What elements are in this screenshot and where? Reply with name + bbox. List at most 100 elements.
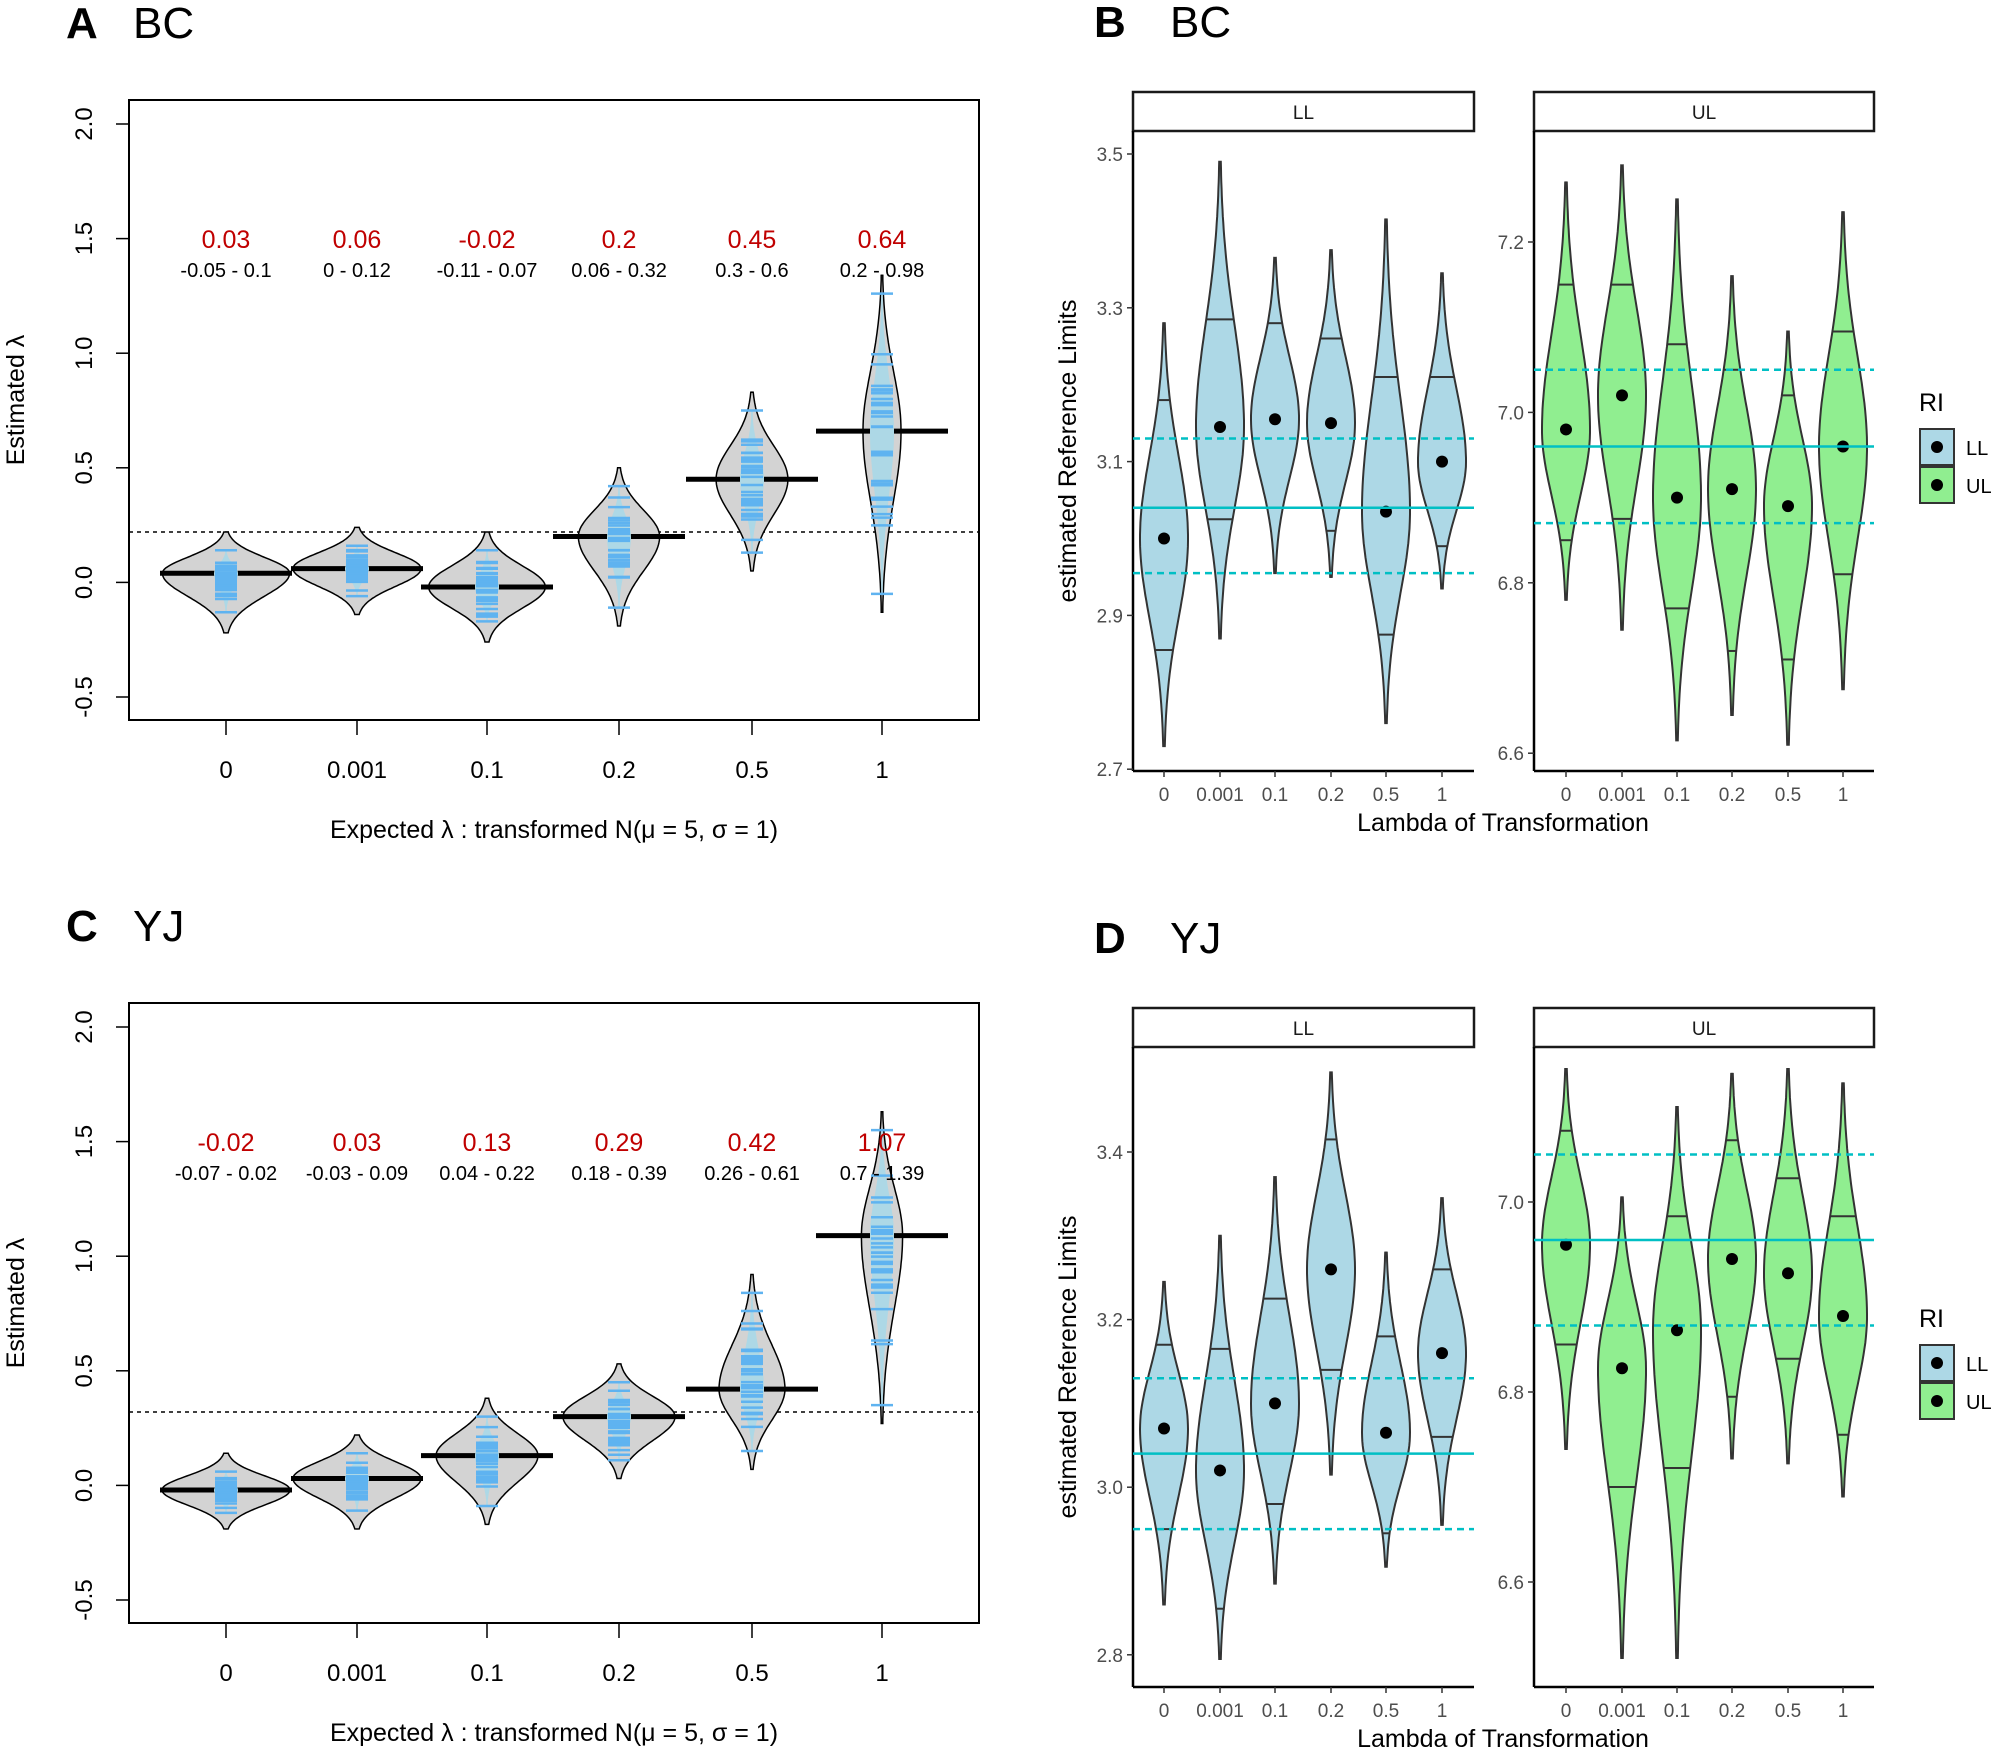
y-tick-label: 1.5 [71, 222, 98, 255]
x-tick-label: 0.2 [1318, 785, 1344, 806]
facet-LL: LL 2.8 3.0 3.2 3.4 0 0.001 0.1 0.2 0.5 1 [1097, 1006, 1476, 1722]
x-tick-label: 0.5 [1775, 785, 1801, 806]
facet-strip-label: LL [1293, 1019, 1314, 1040]
violin-shape [1763, 330, 1813, 746]
y-tick-label: -0.5 [71, 1579, 98, 1620]
bean [160, 1452, 292, 1530]
y-tick-label: 7.0 [1498, 403, 1524, 424]
bean [686, 1273, 818, 1471]
panel-title: BC [133, 0, 194, 48]
violin [1305, 249, 1357, 578]
y-tick-label: 3.3 [1097, 299, 1123, 320]
y-tick-label: 3.1 [1097, 453, 1123, 474]
panel-D: D YJ LL 2.8 3.0 3.2 3.4 0 0.001 0.1 0.2 0.5 1 UL 6.6 6.… [1054, 914, 1992, 1752]
interval-label: 0.2 - 0.98 [840, 260, 925, 282]
y-tick-label: 2.0 [71, 107, 98, 140]
bean-inner [870, 1130, 894, 1406]
violin-shape [1417, 1197, 1467, 1526]
x-axis-title: Expected λ : transformed N(μ = 5, σ = 1) [330, 1719, 778, 1747]
violin-shape [1249, 1176, 1301, 1585]
mean-label: 0.06 [333, 226, 382, 254]
x-tick-label: 0.1 [1664, 1701, 1690, 1722]
violin [1707, 1072, 1757, 1460]
violin [1706, 275, 1758, 716]
legend-point [1931, 441, 1943, 453]
facet-strip [1131, 1006, 1476, 1049]
panel-letter: D [1094, 914, 1126, 963]
x-tick-label: 0.001 [1598, 1701, 1646, 1722]
x-tick-label: 0.2 [1719, 785, 1745, 806]
violin [1361, 218, 1411, 725]
interval-label: -0.11 - 0.07 [437, 260, 538, 282]
interval-label: 0.06 - 0.32 [571, 260, 667, 282]
y-tick-label: 2.0 [71, 1010, 98, 1043]
violin [1417, 272, 1467, 590]
interval-label: 0.3 - 0.6 [715, 260, 788, 282]
y-tick-label: 7.0 [1498, 1193, 1524, 1214]
x-tick-label: 0.001 [1196, 1701, 1244, 1722]
violin [1652, 1106, 1702, 1659]
panel-letter: A [66, 0, 98, 48]
violin [1417, 1197, 1467, 1526]
panel-C: C YJ -0.5 0.0 0.5 1.0 1.5 2.0 Estimated λ 0 0.001 0… [2, 902, 980, 1747]
violin [1763, 1068, 1813, 1465]
facet-strip [1532, 90, 1876, 133]
plot-frame [128, 99, 980, 721]
mean-point [1726, 483, 1738, 496]
plot-frame [128, 1002, 980, 1624]
violin-shape [1652, 198, 1702, 742]
y-tick-label: 1.5 [71, 1125, 98, 1158]
y-tick-label: 6.8 [1498, 574, 1524, 595]
mean-point [1269, 1397, 1281, 1410]
x-tick-label: 0 [1159, 785, 1170, 806]
mean-label: 0.42 [728, 1129, 777, 1157]
facet-strip-label: LL [1293, 103, 1314, 124]
panel-letter: B [1094, 0, 1126, 47]
interval-label: 0 - 0.12 [323, 260, 391, 282]
interval-label: -0.03 - 0.09 [306, 1163, 408, 1185]
facet-strip [1131, 90, 1476, 133]
panel-B: B BC LL 2.7 2.9 3.1 3.3 3.5 0 0.001 0.1 0.2 0.5 1 UL 6.… [1054, 0, 1992, 837]
y-tick-label: 0.5 [71, 451, 98, 484]
mean-point [1214, 1464, 1226, 1477]
x-tick-label: 0 [219, 1660, 232, 1687]
legend-key [1919, 1344, 1955, 1382]
x-axis-title: Expected λ : transformed N(μ = 5, σ = 1) [330, 816, 778, 844]
bean [553, 1363, 685, 1480]
y-tick-label: 1.0 [71, 1240, 98, 1273]
interval-label: 0.18 - 0.39 [571, 1163, 667, 1185]
violin-shape [1195, 160, 1245, 640]
y-tick-label: 2.9 [1097, 606, 1123, 627]
bean [421, 1397, 553, 1526]
panel-title: YJ [133, 902, 184, 951]
x-tick-label: 0.001 [1196, 785, 1244, 806]
violin [1249, 1176, 1301, 1585]
bean [816, 1111, 948, 1425]
violin [1818, 1082, 1868, 1498]
x-tick-label: 0.5 [1373, 785, 1399, 806]
bean-inner [870, 293, 894, 594]
y-tick-label: 2.7 [1097, 760, 1123, 781]
mean-point [1837, 1310, 1849, 1322]
x-tick-label: 1 [1838, 785, 1849, 806]
bean [553, 467, 685, 627]
violin [1652, 198, 1702, 742]
violin [1139, 322, 1189, 748]
y-tick-label: 0.0 [71, 566, 98, 599]
bean [291, 1434, 423, 1530]
x-tick-label: 0.1 [470, 757, 503, 784]
x-tick-label: 0.5 [735, 1660, 768, 1687]
y-tick-label: 0.5 [71, 1354, 98, 1387]
violin-shape [1138, 1280, 1190, 1606]
x-tick-label: 1 [1437, 1701, 1448, 1722]
mean-point [1158, 1422, 1170, 1435]
violin [1306, 1071, 1356, 1476]
mean-point [1436, 1347, 1448, 1360]
mean-label: -0.02 [459, 226, 516, 254]
mean-point [1671, 491, 1683, 504]
legend-label: UL [1966, 1392, 1992, 1414]
facet-UL: UL 6.6 6.8 7.0 7.2 0 0.001 0.1 0.2 0.5 1 [1498, 90, 1876, 806]
y-axis-title: Estimated λ [2, 1237, 30, 1368]
panel-title: YJ [1170, 914, 1221, 963]
y-tick-label: 3.4 [1097, 1143, 1124, 1164]
